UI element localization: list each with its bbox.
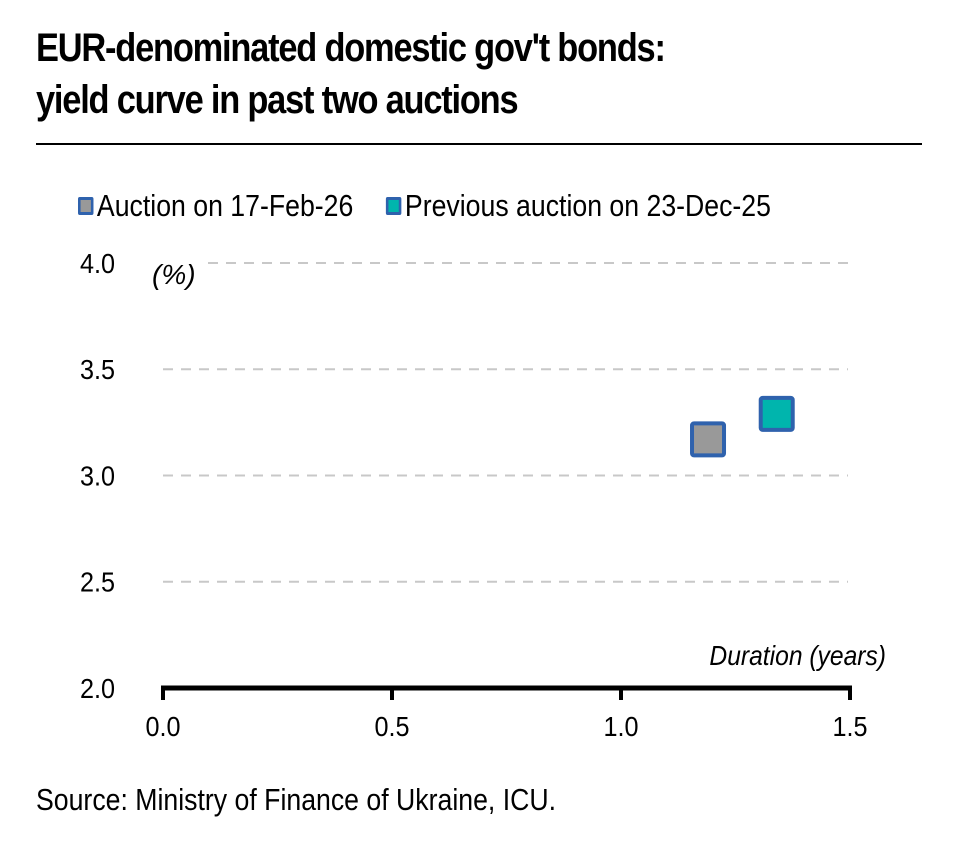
x-tick-label: 0.0 [145, 711, 180, 743]
x-tick-label: 1.5 [832, 711, 867, 743]
y-tick-label: 3.0 [80, 460, 115, 492]
legend-label-previous-auction: Previous auction on 23-Dec-25 [404, 188, 771, 223]
legend-item-current-auction: Auction on 17-Feb-26 [78, 188, 353, 224]
gridlines [163, 262, 848, 583]
source-note: Source: Ministry of Finance of Ukraine, … [36, 782, 557, 817]
x-axis: 0.0 0.5 1.0 1.5 [145, 685, 868, 743]
data-markers [690, 395, 795, 458]
legend-swatch-current-auction [78, 197, 94, 215]
legend: Auction on 17-Feb-26 Previous auction on… [78, 188, 804, 224]
y-tick-label: 3.5 [80, 354, 115, 386]
chart-title-line-1: EUR-denominated domestic gov't bonds: [36, 26, 666, 70]
title-divider [36, 143, 922, 145]
y-axis-title: (%) [152, 259, 196, 290]
chart-title: EUR-denominated domestic gov't bonds: yi… [36, 22, 810, 126]
x-axis-title: Duration (years) [709, 640, 886, 672]
y-tick-label: 4.0 [80, 248, 115, 280]
x-tick-label: 0.5 [374, 711, 409, 743]
y-axis-ticks: 2.0 2.5 3.0 3.5 4.0 [80, 248, 115, 705]
y-tick-label: 2.5 [80, 567, 115, 599]
chart-title-line-2: yield curve in past two auctions [36, 78, 519, 122]
marker-current-auction [690, 421, 727, 458]
x-tick-label: 1.0 [603, 711, 638, 743]
legend-swatch-previous-auction [386, 197, 402, 215]
legend-item-previous-auction: Previous auction on 23-Dec-25 [386, 188, 771, 224]
y-tick-label: 2.0 [80, 673, 115, 705]
legend-label-current-auction: Auction on 17-Feb-26 [96, 188, 354, 223]
marker-previous-auction [758, 395, 795, 432]
